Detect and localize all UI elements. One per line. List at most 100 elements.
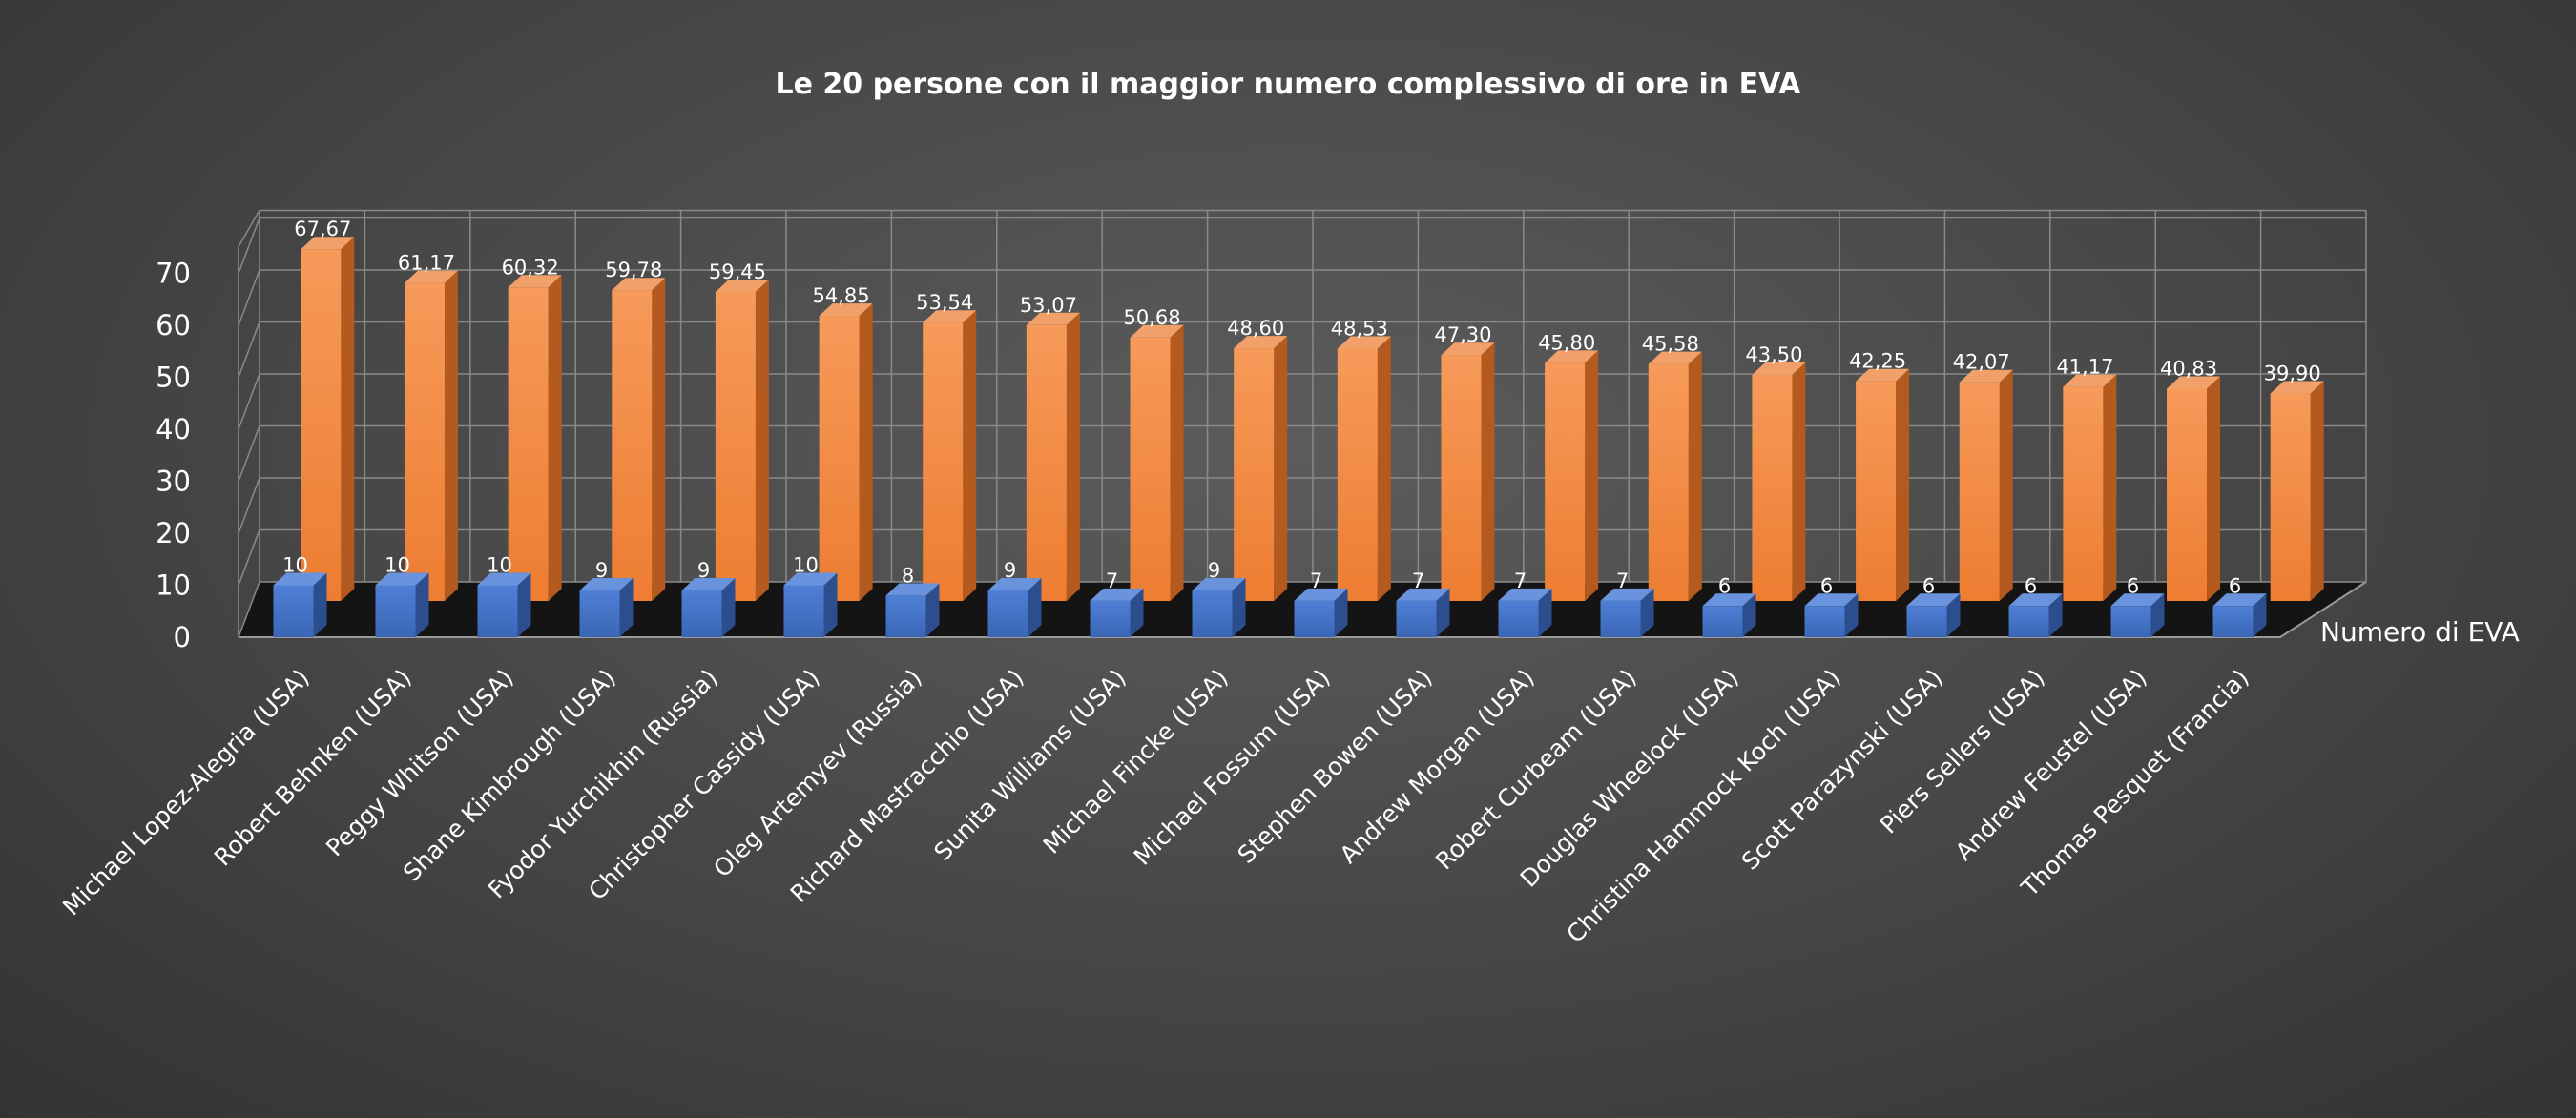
bar-side: [2310, 381, 2324, 601]
bar-side: [1436, 588, 1450, 637]
bar-top: [1396, 588, 1450, 601]
bars-series-back: 67,67 61,17 60,32 59,78 59,45 54,85 53,54 53,07…: [294, 217, 2324, 602]
bar-side: [2253, 593, 2267, 637]
x-tick-label: Robert Behnken (USA): [209, 664, 417, 872]
bar-front: [1600, 588, 1654, 637]
bar-face: [273, 585, 314, 637]
bar-front: [783, 572, 838, 637]
bar-front: [1804, 593, 1859, 637]
bar-back: [1130, 324, 1184, 601]
bar-face: [2063, 386, 2104, 601]
bar-top: [1600, 588, 1654, 601]
bar-front: [681, 577, 736, 637]
x-tick-label: Shane Kimbrough (USA): [398, 664, 621, 887]
bar-top: [404, 270, 458, 283]
bar-back: [1545, 350, 1599, 601]
bar-top: [819, 303, 873, 317]
y-tick-label: 0: [174, 621, 191, 653]
bar-top: [1192, 577, 1246, 590]
y-axis: 0 10 20 30 40 50 60 70: [156, 258, 191, 654]
data-label-back: 50,68: [1123, 306, 1180, 329]
bar-top: [301, 237, 355, 250]
bar-side: [517, 572, 531, 637]
bar-side: [823, 572, 838, 637]
data-label-back: 60,32: [502, 256, 559, 279]
x-tick-label: Stephen Bowen (USA): [1233, 664, 1438, 869]
bar-front: [1906, 593, 1961, 637]
bar-top: [2167, 376, 2221, 389]
bar-face: [1906, 606, 1947, 637]
x-tick-label: Douglas Wheelock (USA): [1515, 664, 1744, 893]
bar-back: [1959, 369, 2013, 601]
bar-side: [548, 275, 562, 601]
bar-face: [1294, 600, 1335, 637]
bar-back: [1234, 336, 1288, 601]
bar-front: [2110, 593, 2165, 637]
bar-top: [1337, 336, 1391, 349]
data-label-front: 7: [1514, 569, 1527, 592]
bar-face: [2110, 606, 2151, 637]
bar-top: [1441, 342, 1495, 356]
data-label-front: 7: [1310, 569, 1322, 592]
bar-top: [2110, 593, 2165, 607]
bar-back: [923, 310, 977, 601]
bar-side: [1334, 588, 1348, 637]
bar-top: [508, 275, 562, 288]
bar-top: [1856, 368, 1910, 382]
bar-top: [715, 279, 769, 292]
bar-front: [987, 577, 1042, 637]
bar-face: [1648, 363, 1689, 601]
bar-back: [1441, 342, 1495, 601]
bar-face: [375, 585, 416, 637]
bar-face: [715, 291, 756, 601]
data-label-back: 47,30: [1434, 323, 1491, 346]
bar-side: [444, 270, 458, 601]
bar-top: [2008, 593, 2063, 607]
bar-side: [619, 577, 634, 637]
bar-top: [1804, 593, 1859, 607]
bar-side: [1066, 312, 1080, 601]
bar-top: [2270, 381, 2324, 394]
y-tick-label: 20: [156, 517, 191, 549]
bar-side: [1585, 350, 1599, 601]
bar-side: [1170, 324, 1184, 601]
data-label-front: 6: [2229, 574, 2241, 597]
bar-top: [1959, 369, 2013, 383]
bar-back: [1648, 351, 1702, 601]
bar-face: [2270, 393, 2311, 601]
bar-back: [508, 275, 562, 601]
bar-top: [1648, 351, 1702, 364]
gridline-top-side: [238, 210, 260, 247]
bar-front: [375, 572, 429, 637]
bar-side: [652, 278, 666, 601]
bar-top: [1545, 350, 1599, 363]
bar-side: [963, 310, 977, 601]
y-tick-label: 50: [156, 362, 191, 394]
bar-side: [2048, 593, 2063, 637]
bar-back: [1026, 312, 1080, 601]
bar-face: [404, 282, 445, 601]
data-label-front: 6: [2025, 574, 2037, 597]
x-tick-label: Michael Fincke (USA): [1038, 664, 1234, 859]
data-label-front: 10: [793, 554, 819, 577]
bar-side: [1274, 336, 1288, 601]
bar-front: [2212, 593, 2267, 637]
bar-face: [579, 590, 620, 637]
data-label-front: 8: [902, 564, 914, 587]
bar-face: [1026, 324, 1067, 601]
data-label-back: 48,53: [1331, 318, 1388, 341]
bar-top: [375, 572, 429, 586]
bar-top: [1130, 324, 1184, 338]
bar-top: [885, 583, 940, 596]
bar-face: [1441, 355, 1482, 601]
data-label-front: 9: [1004, 559, 1016, 582]
bar-side: [1640, 588, 1654, 637]
y-tick-label: 60: [156, 309, 191, 342]
bar-face: [1959, 382, 2000, 601]
bar-front: [579, 577, 634, 637]
bar-side: [721, 577, 736, 637]
x-tick-label: Oleg Artemyev (Russia): [708, 664, 927, 883]
data-label-front: 6: [1922, 574, 1935, 597]
data-label-front: 7: [1106, 569, 1118, 592]
bar-back: [2270, 381, 2324, 601]
